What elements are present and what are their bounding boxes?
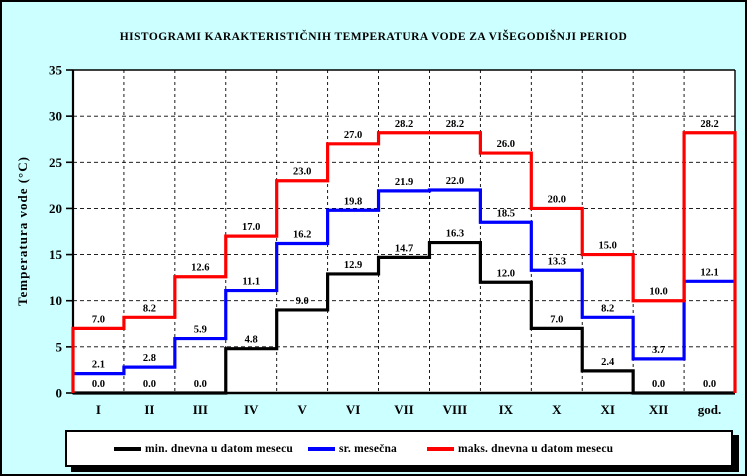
x-tick-label: I: [96, 402, 101, 417]
data-label-min: 9.0: [296, 296, 309, 307]
data-label-max: 27.0: [344, 130, 362, 141]
y-tick-label: 10: [49, 293, 62, 308]
data-label-min: 4.8: [245, 335, 258, 346]
data-label-mean: 21.9: [395, 177, 413, 188]
y-tick-label: 5: [56, 339, 63, 354]
series-line-mean: [73, 188, 735, 376]
data-label-max: 26.0: [497, 139, 515, 150]
data-label-min: 7.0: [550, 314, 563, 325]
data-label-mean: 8.2: [601, 303, 614, 314]
y-axis: 0 5 10 15 20 25 30 35: [49, 63, 73, 401]
series-line-max: [71, 131, 737, 393]
x-tick-label: VIII: [443, 402, 468, 417]
legend-label-max: maks. dnevna u datom mesecu: [458, 442, 614, 455]
x-tick-label: god.: [698, 402, 721, 417]
data-label-max: 28.2: [395, 119, 413, 130]
data-label-max: 15.0: [599, 241, 617, 252]
y-tick-label: 0: [56, 386, 63, 401]
data-label-min: 14.7: [395, 243, 413, 254]
data-label-max: 28.2: [446, 119, 464, 130]
data-label-mean: 16.2: [293, 229, 311, 240]
data-label-mean: 11.1: [242, 277, 260, 288]
y-tick-label: 15: [49, 247, 63, 262]
y-axis-title: Temperatura vode (°C): [15, 156, 30, 306]
data-label-min: 12.9: [344, 260, 362, 271]
x-tick-label: IV: [244, 402, 259, 417]
y-tick-label: 25: [49, 155, 63, 170]
legend-item-max: maks. dnevna u datom mesecu: [427, 432, 613, 465]
data-label-mean: 22.0: [446, 176, 464, 187]
x-tick-label: VII: [394, 402, 414, 417]
y-tick-label: 20: [49, 201, 62, 216]
x-tick-label: IX: [499, 402, 514, 417]
x-tick-label: V: [297, 402, 307, 417]
legend-label-mean: sr. mesečna: [339, 442, 397, 455]
data-label-max: 7.0: [92, 314, 105, 325]
legend-line-max-swatch: [427, 446, 454, 451]
data-label-mean: 2.8: [143, 353, 156, 364]
data-label-min: 0.0: [652, 379, 665, 390]
data-label-min: 0.0: [703, 379, 716, 390]
data-label-mean: 18.5: [497, 208, 515, 219]
y-tick-label: 30: [49, 109, 62, 124]
data-label-max: 17.0: [242, 222, 260, 233]
data-label-min: 12.0: [497, 268, 515, 279]
x-tick-label: XII: [649, 402, 669, 417]
legend-line-mean-swatch: [308, 446, 335, 451]
data-label-min: 0.0: [143, 379, 156, 390]
legend-box: min. dnevna u datom mesecu sr. mesečna m…: [65, 430, 733, 467]
data-label-max: 23.0: [293, 167, 311, 178]
data-label-max: 28.2: [700, 119, 718, 130]
data-label-max: 10.0: [649, 287, 667, 298]
gridlines: [73, 70, 735, 393]
data-label-min: 16.3: [446, 229, 464, 240]
x-tick-label: VI: [346, 402, 360, 417]
x-tick-label: XI: [600, 402, 614, 417]
data-label-mean: 12.1: [700, 267, 718, 278]
legend-label-min: min. dnevna u datom mesecu: [145, 442, 294, 455]
data-label-mean: 2.1: [92, 360, 105, 371]
data-label-min: 0.0: [92, 379, 105, 390]
chart-title: HISTOGRAMI KARAKTERISTIČNIH TEMPERATURA …: [119, 31, 628, 43]
legend-item-min: min. dnevna u datom mesecu: [114, 432, 293, 465]
data-label-mean: 5.9: [194, 325, 207, 336]
x-axis: I II III IV V VI VII VIII IX X XI XII god.: [96, 402, 721, 417]
data-label-max: 12.6: [191, 263, 209, 274]
data-label-min: 2.4: [601, 357, 615, 368]
data-label-min: 0.0: [194, 379, 207, 390]
legend-line-min-swatch: [114, 446, 141, 451]
data-label-max: 20.0: [548, 194, 566, 205]
x-tick-label: II: [144, 402, 154, 417]
data-label-mean: 13.3: [548, 256, 566, 267]
legend-item-mean: sr. mesečna: [308, 432, 397, 465]
data-labels: 0.0 0.0 0.0 4.8 9.0 12.9 14.7 16.3 12.0 7.0 2.4 0.0…: [92, 119, 719, 390]
y-tick-label: 35: [49, 63, 63, 78]
x-tick-label: X: [552, 402, 562, 417]
data-label-mean: 3.7: [652, 345, 665, 356]
series-line-min: [73, 240, 735, 395]
data-label-max: 8.2: [143, 303, 156, 314]
x-tick-label: III: [193, 402, 208, 417]
data-label-mean: 19.8: [344, 196, 362, 207]
